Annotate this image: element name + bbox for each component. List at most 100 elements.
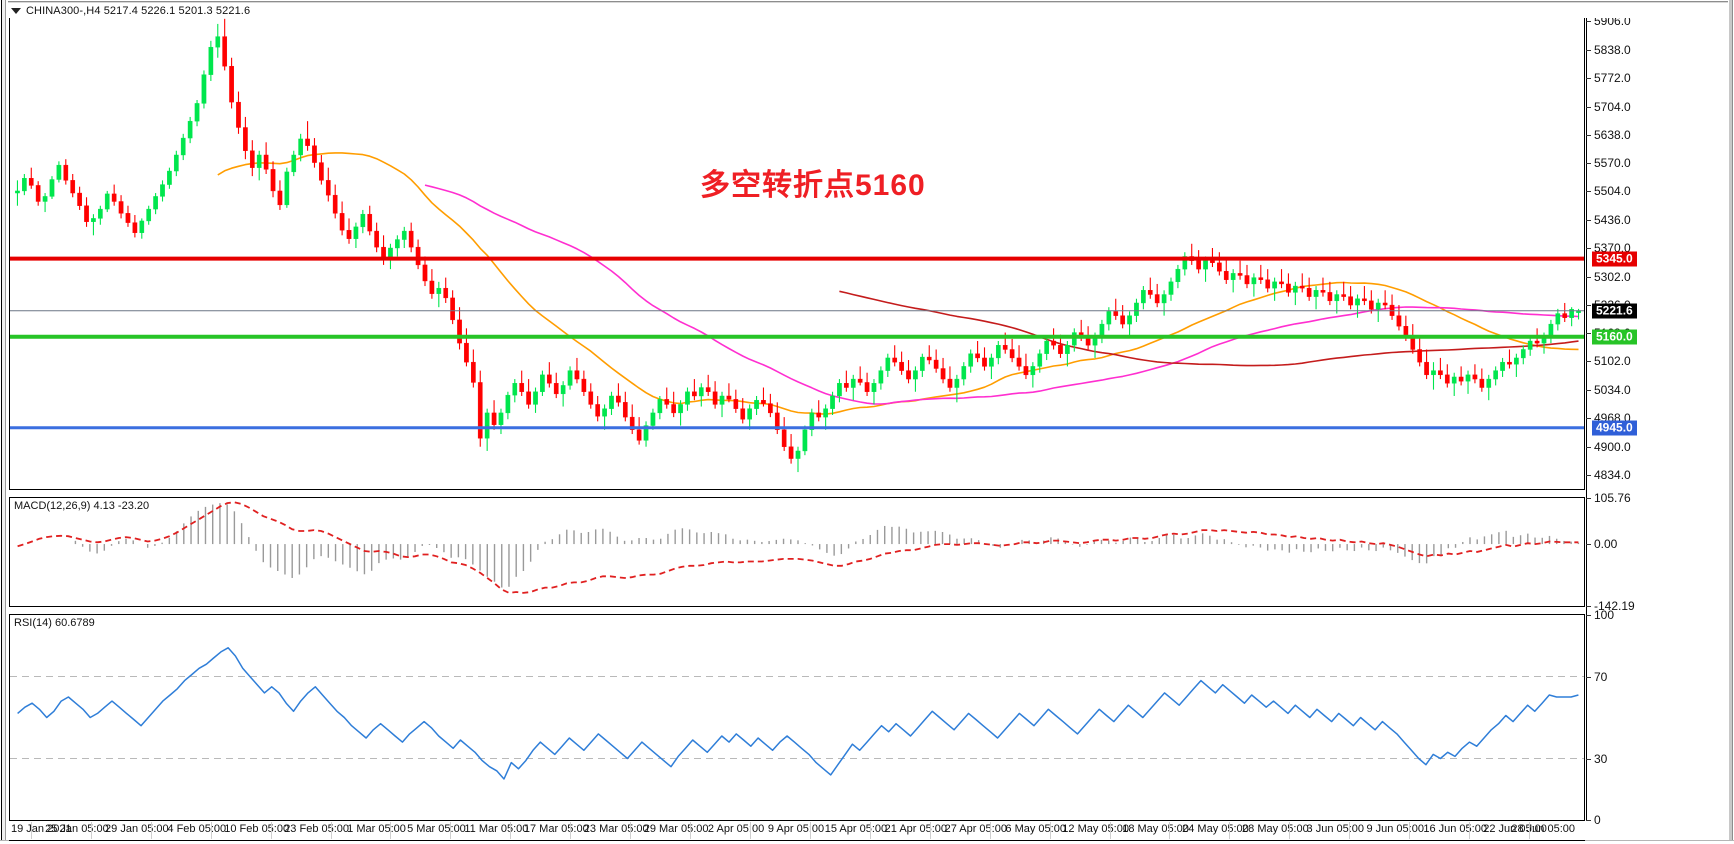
date-tick-separator <box>1169 822 1171 839</box>
date-tick-label: 1 Mar 05:00 <box>347 823 406 835</box>
price-tick-label: 5102.0 <box>1594 354 1631 369</box>
axis-tick <box>1586 417 1591 419</box>
rsi-tick-label: 100 <box>1594 608 1615 622</box>
date-tick-label: 18 May 05:00 <box>1122 823 1189 835</box>
macd-indicator-panel[interactable]: MACD(12,26,9) 4.13 -23.20 <box>9 497 1585 607</box>
axis-tick <box>1586 758 1591 760</box>
price-chart-panel[interactable] <box>9 6 1585 490</box>
date-tick-separator <box>1289 822 1291 839</box>
date-tick-label: 2 Apr 05:00 <box>707 823 765 835</box>
date-tick-separator <box>750 822 751 839</box>
date-tick-separator <box>1349 822 1351 839</box>
axis-tick <box>1586 78 1591 80</box>
axis-tick <box>1586 676 1591 678</box>
price-axis[interactable]: 5906.0 5838.0 5772.0 5704.0 5638.0 5570.0 5504… <box>1586 6 1728 827</box>
price-tick-label: 5704.0 <box>1594 99 1631 114</box>
date-tick-label: 11 Mar 05:00 <box>464 823 529 835</box>
date-tick-label: 29 Jan 05:00 <box>105 823 169 835</box>
rsi-indicator-panel[interactable]: RSI(14) 60.6789 <box>9 614 1585 821</box>
date-tick-label: 19 Jan 2021 <box>11 823 72 835</box>
date-tick-separator <box>270 822 272 839</box>
axis-tick <box>1586 333 1591 335</box>
date-tick-separator <box>809 822 811 839</box>
date-tick-label: 9 Jun 05:00 <box>1366 823 1424 835</box>
date-tick-label: 29 Mar 05:00 <box>643 823 709 835</box>
axis-divider <box>1586 6 1587 821</box>
date-tick-label: 5 Mar 05:00 <box>407 823 466 835</box>
date-tick-separator <box>450 822 452 839</box>
date-tick-separator <box>1109 822 1111 839</box>
axis-tick <box>1586 606 1591 607</box>
date-tick-separator <box>1229 822 1231 839</box>
price-tick-label: 5302.0 <box>1594 269 1631 284</box>
price-tick-label: 5436.0 <box>1594 213 1631 228</box>
axis-tick <box>1586 304 1591 306</box>
date-tick-label: 12 May 05:00 <box>1062 823 1129 835</box>
date-tick-separator <box>150 822 152 839</box>
axis-tick <box>1586 361 1591 363</box>
chevron-down-icon[interactable] <box>11 7 21 14</box>
macd-chart-canvas <box>17 501 1580 594</box>
date-tick-separator <box>330 822 332 839</box>
date-tick-separator <box>869 822 871 839</box>
macd-tick-label: 105.76 <box>1594 491 1631 505</box>
date-tick-label: 9 Apr 05:00 <box>767 823 825 835</box>
date-tick-label: 10 Feb 05:00 <box>224 823 290 835</box>
axis-tick <box>1586 390 1591 392</box>
axis-tick <box>1586 446 1591 448</box>
window-frame-left <box>0 0 8 844</box>
window-frame-right <box>1728 0 1734 844</box>
date-tick-separator <box>1049 822 1051 839</box>
date-tick-label: 28 May 05:00 <box>1242 823 1309 835</box>
date-tick-label: 24 May 05:00 <box>1182 823 1249 835</box>
date-tick-label: 4 Feb 05:00 <box>167 823 227 835</box>
date-tick-label: 23 Feb 05:00 <box>284 823 350 835</box>
price-tick-label: 5838.0 <box>1594 43 1631 58</box>
symbol-header: CHINA300-,H4 5217.4 5226.1 5201.3 5221.6 <box>9 3 1724 18</box>
chart-annotation-text: 多空转折点5160 <box>700 169 926 202</box>
rsi-chart-canvas <box>10 647 1584 780</box>
axis-tick <box>1586 220 1591 222</box>
date-tick-label: 23 Mar 05:00 <box>583 823 649 835</box>
date-tick-separator <box>390 822 392 839</box>
date-tick-separator <box>1469 822 1471 839</box>
macd-tick-label: -142.19 <box>1594 599 1635 613</box>
price-tick-label: 5570.0 <box>1594 156 1631 171</box>
price-tick-label: 5034.0 <box>1594 383 1631 398</box>
price-chip-resistance-5345[interactable]: 5345.0 <box>1592 251 1637 267</box>
price-tick-label: 5772.0 <box>1594 71 1631 86</box>
date-tick-separator <box>989 822 991 839</box>
price-chip-last-price-5221.6[interactable]: 5221.6 <box>1592 303 1637 319</box>
date-tick-separator <box>630 822 632 839</box>
date-tick-separator <box>929 822 931 839</box>
price-chip-pivot-5160[interactable]: 5160.0 <box>1592 329 1637 345</box>
date-axis[interactable]: 19 Jan 2021 25 Jan 05:00 29 Jan 05:00 4 Feb… <box>9 822 1728 842</box>
date-tick-label: 16 Jun 05:00 <box>1423 823 1487 835</box>
date-tick-separator <box>510 822 512 839</box>
axis-tick <box>1586 248 1591 249</box>
date-tick-label: 17 Mar 05:00 <box>523 823 589 835</box>
axis-tick <box>1586 21 1591 23</box>
date-tick-separator <box>1409 822 1411 839</box>
axis-tick <box>1586 191 1591 193</box>
price-tick-label: 4834.0 <box>1594 467 1631 482</box>
date-tick-label: 15 Apr 05:00 <box>824 823 888 835</box>
axis-tick <box>1586 474 1591 476</box>
date-tick-label: 22 Jun 05:00 <box>1483 823 1547 835</box>
axis-tick <box>1586 276 1591 278</box>
date-tick-label: 25 Jan 05:00 <box>45 823 109 835</box>
price-chip-support-4945[interactable]: 4945.0 <box>1592 420 1637 436</box>
price-chart-canvas <box>10 18 1584 473</box>
rsi-label: RSI(14) 60.6789 <box>14 617 95 629</box>
axis-tick <box>1586 50 1591 52</box>
macd-label: MACD(12,26,9) 4.13 -23.20 <box>14 500 150 512</box>
rsi-tick-label: 70 <box>1594 669 1608 684</box>
date-tick-label: 28 Jun 05:00 <box>1511 823 1575 835</box>
window-frame-top <box>0 0 1734 3</box>
date-tick-label: 6 May 05:00 <box>1005 823 1066 835</box>
date-tick-label: 27 Apr 05:00 <box>944 823 1007 835</box>
macd-tick-label: 0.00 <box>1594 537 1618 552</box>
rsi-tick-label: 30 <box>1594 751 1608 766</box>
date-tick-label: 21 Apr 05:00 <box>884 823 948 835</box>
price-tick-label: 4900.0 <box>1594 439 1631 454</box>
